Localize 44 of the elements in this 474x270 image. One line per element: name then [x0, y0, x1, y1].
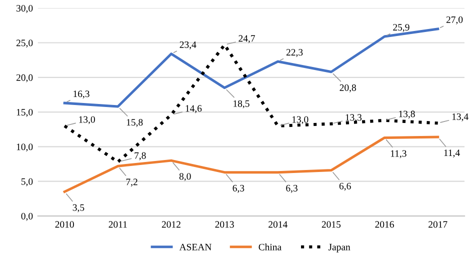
x-tick-label: 2012 — [162, 221, 180, 228]
x-tick-label: 2011 — [108, 221, 127, 228]
data-label: 7,8 — [134, 152, 146, 160]
data-label: 13,0 — [292, 116, 308, 124]
y-tick-label: 15,0 — [16, 108, 33, 117]
x-tick-label: 2013 — [215, 221, 234, 228]
data-label: 7,2 — [126, 178, 138, 187]
y-tick-label: 20,0 — [16, 74, 33, 82]
data-label: 11,3 — [390, 150, 406, 158]
data-label: 23,4 — [180, 41, 196, 50]
legend-label: ASEAN — [179, 244, 212, 250]
data-label: 18,5 — [234, 100, 250, 108]
y-tick-label: 25,0 — [16, 40, 33, 48]
x-tick-label: 2010 — [55, 221, 74, 228]
x-tick-label: 2016 — [375, 221, 394, 228]
data-label: 25,9 — [393, 24, 410, 32]
y-tick-label: 10,0 — [16, 144, 33, 152]
data-label: 13,0 — [79, 116, 95, 124]
data-label: 13,3 — [346, 114, 362, 122]
x-tick-label: 2015 — [322, 221, 341, 228]
data-label: 6,6 — [339, 182, 351, 191]
x-tick-label: 2017 — [428, 221, 448, 228]
data-label: 27,0 — [446, 16, 463, 24]
y-tick-label: 5,0 — [21, 178, 33, 186]
x-tick-label: 2014 — [268, 221, 288, 228]
data-label: 6,3 — [286, 184, 298, 193]
data-label: 24,7 — [238, 35, 256, 44]
data-label: 20,8 — [340, 84, 356, 92]
legend-label: Japan — [328, 244, 350, 252]
data-label: 13,8 — [399, 110, 415, 119]
line-series — [63, 136, 440, 193]
y-tick-label: 30,0 — [16, 5, 33, 13]
legend-label: China — [258, 244, 282, 250]
data-label: 8,0 — [179, 173, 191, 182]
data-label: 15,8 — [126, 119, 143, 128]
line-series — [63, 43, 440, 164]
data-label: 11,4 — [444, 150, 460, 158]
data-label: 22,3 — [286, 49, 303, 57]
y-tick-label: 0,0 — [21, 212, 33, 221]
data-label: 6,3 — [232, 184, 244, 193]
data-label: 14,6 — [186, 105, 202, 114]
data-label: 3,5 — [72, 204, 84, 212]
data-label: 13,4 — [452, 113, 468, 122]
data-label: 16,3 — [74, 90, 90, 99]
